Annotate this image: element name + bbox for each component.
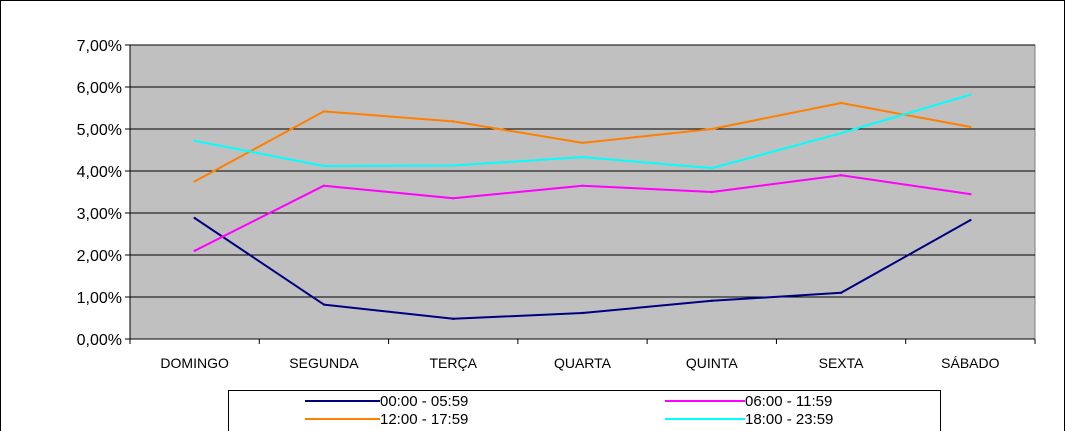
data-point	[322, 303, 326, 306]
x-tick-label: SEGUNDA	[289, 355, 359, 371]
data-point	[452, 120, 455, 123]
y-tick-label: 5,00%	[77, 122, 122, 139]
x-tick-label: SEXTA	[819, 355, 865, 371]
data-point	[193, 139, 196, 142]
y-tick-label: 1,00%	[77, 290, 122, 307]
data-point	[839, 174, 843, 177]
y-tick-label: 7,00%	[77, 38, 122, 55]
legend-label: 00:00 - 05:59	[380, 393, 468, 410]
data-point	[193, 249, 196, 252]
y-tick-label: 6,00%	[77, 80, 122, 97]
data-point	[969, 93, 972, 96]
legend-label: 06:00 - 11:59	[745, 393, 832, 410]
x-tick-label: QUINTA	[686, 355, 739, 371]
data-point	[710, 190, 713, 194]
y-axis: 0,00% 1,00% 2,00% 3,00% 4,00% 5,00% 6,00% 7,00%	[77, 38, 131, 349]
plot-area	[129, 44, 1036, 340]
x-tick-label: TERÇA	[429, 355, 477, 371]
legend-box	[228, 390, 941, 431]
data-point	[193, 216, 196, 220]
data-point	[969, 192, 972, 196]
data-point	[581, 184, 584, 187]
legend: 00:00 - 05:59 06:00 - 11:59 12:00 - 17:59 1…	[228, 390, 941, 431]
y-tick-label: 3,00%	[77, 206, 122, 223]
data-point	[839, 291, 843, 294]
data-point	[839, 132, 843, 135]
y-tick-label: 0,00%	[77, 332, 122, 349]
data-point	[969, 218, 972, 222]
data-point	[322, 164, 326, 168]
data-point	[322, 110, 326, 113]
data-point	[581, 311, 584, 315]
data-point	[322, 184, 326, 187]
data-point	[710, 166, 713, 170]
legend-label: 12:00 - 17:59	[380, 411, 468, 428]
x-tick-label: DOMINGO	[160, 355, 229, 371]
x-tick-label: SÁBADO	[941, 355, 999, 371]
x-axis: DOMINGO SEGUNDA TERÇA QUARTA QUINTA SEXTA SÁBA…	[129, 338, 1036, 371]
y-tick-label: 4,00%	[77, 164, 122, 181]
x-tick-label: QUARTA	[554, 355, 612, 371]
data-point	[452, 164, 455, 167]
data-point	[710, 127, 713, 131]
data-point	[839, 101, 843, 105]
data-point	[452, 317, 455, 321]
data-point	[581, 141, 584, 145]
data-point	[969, 125, 972, 129]
legend-label: 18:00 - 23:59	[745, 411, 833, 428]
data-point	[710, 299, 713, 302]
data-point	[452, 197, 455, 200]
series-lines	[193, 93, 972, 321]
data-point	[193, 180, 196, 183]
y-tick-label: 2,00%	[77, 248, 122, 265]
data-point	[581, 155, 584, 159]
